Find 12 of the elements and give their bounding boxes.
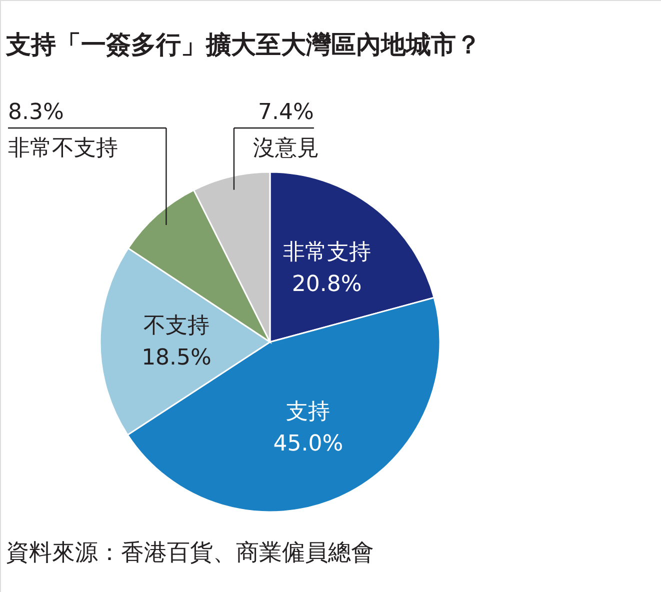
data-label: 45.0%: [273, 431, 344, 456]
slice-label: 不支持: [144, 314, 210, 339]
slice-label: 非常不支持: [8, 136, 118, 161]
data-label: 20.8%: [292, 272, 362, 297]
slice-label: 支持: [286, 399, 330, 424]
data-label: 18.5%: [142, 346, 212, 371]
slice-label: 沒意見: [252, 136, 319, 161]
chart-title: 支持「一簽多行」擴大至大灣區內地城市？: [5, 30, 481, 59]
data-label: 8.3%: [8, 100, 64, 125]
data-label: 7.4%: [258, 100, 314, 125]
slice-label: 非常支持: [282, 240, 371, 265]
source-note: 資料來源：香港百貨、商業僱員總會: [6, 540, 374, 566]
